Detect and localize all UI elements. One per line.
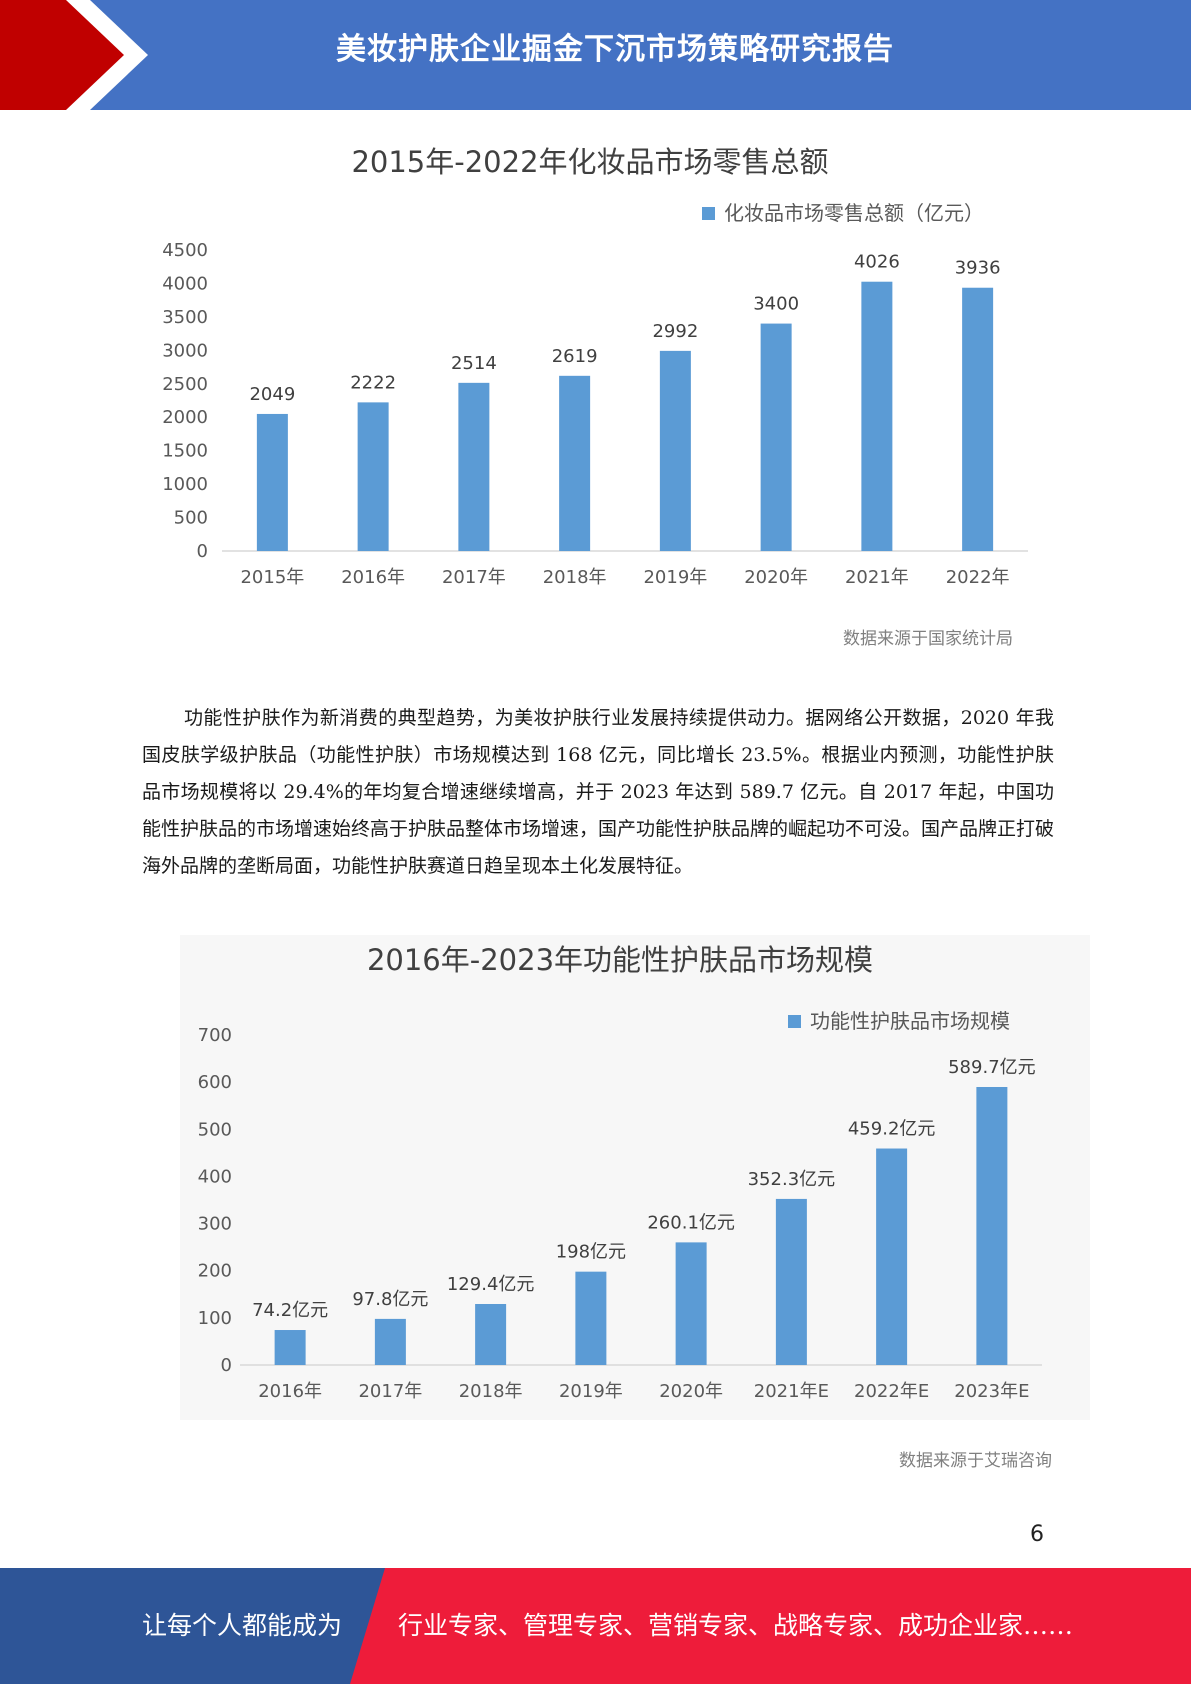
x-tick-label: 2016年 xyxy=(341,567,405,588)
legend-label: 功能性护肤品市场规模 xyxy=(810,1009,1010,1033)
bar xyxy=(775,1198,807,1365)
data-label: 3936 xyxy=(955,258,1001,279)
x-tick-label: 2021年 xyxy=(845,567,909,588)
x-tick-label: 2016年 xyxy=(258,1381,322,1402)
bar xyxy=(575,1271,607,1365)
y-tick-label: 300 xyxy=(198,1214,232,1235)
x-tick-label: 2021年E xyxy=(754,1381,829,1402)
data-label: 589.7亿元 xyxy=(948,1057,1036,1078)
data-label: 3400 xyxy=(753,294,799,315)
bar xyxy=(458,382,490,551)
data-label: 2992 xyxy=(652,321,698,342)
body-paragraph: 功能性护肤作为新消费的典型趋势，为美妆护肤行业发展持续提供动力。据网络公开数据，… xyxy=(142,707,1055,877)
y-tick-label: 0 xyxy=(197,541,208,562)
y-tick-label: 1000 xyxy=(162,474,208,495)
y-tick-label: 2500 xyxy=(162,374,208,395)
bar xyxy=(962,287,994,551)
data-label: 352.3亿元 xyxy=(748,1169,836,1190)
page-header: 美妆护肤企业掘金下沉市场策略研究报告 xyxy=(0,0,1191,110)
chart1-source: 数据来源于国家统计局 xyxy=(843,629,1013,649)
legend-label: 化妆品市场零售总额（亿元） xyxy=(724,201,984,225)
data-label: 2514 xyxy=(451,353,497,374)
y-tick-label: 700 xyxy=(198,1025,232,1046)
data-label: 129.4亿元 xyxy=(447,1274,535,1295)
data-label: 4026 xyxy=(854,252,900,273)
header-arrow-decoration xyxy=(0,0,148,110)
page-footer: 让每个人都能成为 行业专家、管理专家、营销专家、战略专家、成功企业家…… xyxy=(0,1568,1191,1684)
x-tick-label: 2019年 xyxy=(559,1381,623,1402)
footer-background xyxy=(0,1568,1191,1684)
y-tick-label: 4000 xyxy=(162,273,208,294)
bar xyxy=(861,281,893,551)
y-tick-label: 4500 xyxy=(162,240,208,261)
bar xyxy=(760,323,792,551)
legend-swatch xyxy=(702,207,715,220)
y-tick-label: 3500 xyxy=(162,307,208,328)
bar xyxy=(274,1330,306,1365)
bar xyxy=(659,350,691,551)
bar xyxy=(675,1242,707,1365)
x-tick-label: 2017年 xyxy=(442,567,506,588)
x-tick-label: 2018年 xyxy=(459,1381,523,1402)
x-tick-label: 2020年 xyxy=(659,1381,723,1402)
bar xyxy=(475,1303,507,1365)
y-tick-label: 0 xyxy=(221,1355,232,1376)
data-label: 2619 xyxy=(552,346,598,367)
y-tick-label: 100 xyxy=(198,1308,232,1329)
x-tick-label: 2022年E xyxy=(854,1381,929,1402)
data-label: 198亿元 xyxy=(556,1242,626,1263)
y-tick-label: 200 xyxy=(198,1261,232,1282)
chart2-source: 数据来源于艾瑞咨询 xyxy=(899,1451,1052,1471)
retail-sales-chart: 2015年-2022年化妆品市场零售总额化妆品市场零售总额（亿元） 0 500 100… xyxy=(130,130,1060,600)
bar xyxy=(357,402,389,551)
y-tick-label: 400 xyxy=(198,1166,232,1187)
functional-skincare-chart: 2016年-2023年功能性护肤品市场规模功能性护肤品市场规模 0 100 200 30… xyxy=(180,935,1090,1420)
bar xyxy=(256,413,288,551)
y-tick-label: 500 xyxy=(174,508,208,529)
data-label: 74.2亿元 xyxy=(252,1300,328,1321)
x-tick-label: 2023年E xyxy=(954,1381,1029,1402)
bar xyxy=(374,1318,406,1365)
y-tick-label: 1500 xyxy=(162,441,208,462)
report-title: 美妆护肤企业掘金下沉市场策略研究报告 xyxy=(336,32,894,67)
chart-title: 2015年-2022年化妆品市场零售总额 xyxy=(351,145,828,179)
y-tick-label: 500 xyxy=(198,1119,232,1140)
bar xyxy=(559,375,591,551)
footer-slogan-right: 行业专家、管理专家、营销专家、战略专家、成功企业家…… xyxy=(398,1611,1074,1640)
chart-title: 2016年-2023年功能性护肤品市场规模 xyxy=(367,943,873,977)
x-tick-label: 2020年 xyxy=(744,567,808,588)
bar xyxy=(976,1086,1008,1365)
y-tick-label: 2000 xyxy=(162,407,208,428)
y-tick-label: 3000 xyxy=(162,340,208,361)
x-tick-label: 2019年 xyxy=(643,567,707,588)
y-tick-label: 600 xyxy=(198,1072,232,1093)
data-label: 2049 xyxy=(249,384,295,405)
x-tick-label: 2018年 xyxy=(543,567,607,588)
data-label: 459.2亿元 xyxy=(848,1119,936,1140)
footer-slogan-left: 让每个人都能成为 xyxy=(142,1611,343,1640)
x-tick-label: 2017年 xyxy=(358,1381,422,1402)
data-label: 97.8亿元 xyxy=(352,1289,428,1310)
page-number: 6 xyxy=(1030,1522,1044,1547)
bar xyxy=(876,1148,908,1365)
x-tick-label: 2015年 xyxy=(240,567,304,588)
data-label: 260.1亿元 xyxy=(647,1212,735,1233)
legend-swatch xyxy=(788,1015,801,1028)
data-label: 2222 xyxy=(350,372,396,393)
x-tick-label: 2022年 xyxy=(946,567,1010,588)
